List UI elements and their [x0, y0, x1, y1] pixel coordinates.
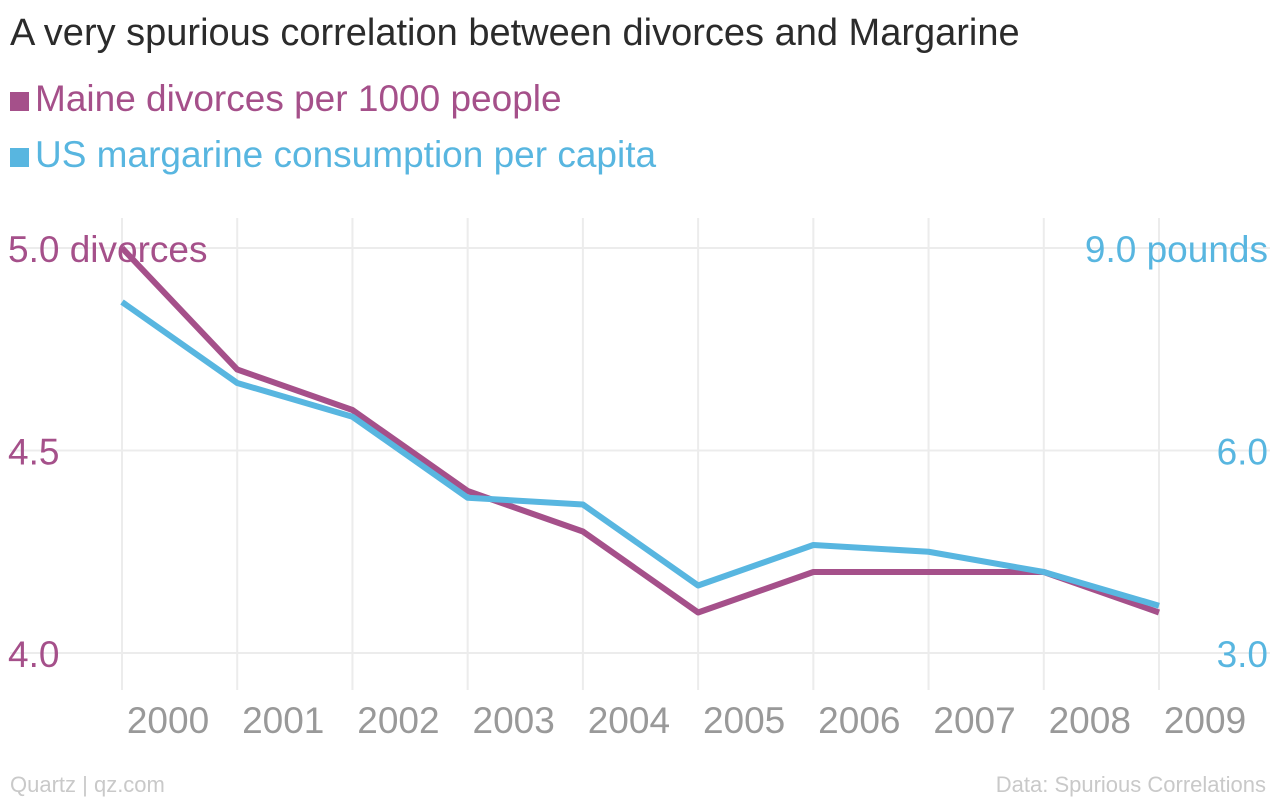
legend-item-margarine: US margarine consumption per capita — [10, 134, 656, 176]
legend-label-divorces: Maine divorces per 1000 people — [35, 78, 562, 119]
legend-label-margarine: US margarine consumption per capita — [35, 134, 657, 175]
x-tick-label: 2003 — [473, 700, 555, 741]
legend-swatch-margarine — [10, 147, 29, 167]
y-right-tick-label: 3.0 — [1217, 634, 1268, 675]
x-tick-label: 2005 — [703, 700, 785, 741]
legend-item-divorces: Maine divorces per 1000 people — [10, 78, 562, 120]
y-left-tick-label: 5.0 divorces — [8, 229, 208, 270]
x-tick-label: 2004 — [588, 700, 670, 741]
series-line-divorces — [119, 245, 1160, 616]
y-right-tick-label: 6.0 — [1217, 432, 1268, 473]
x-tick-label: 2001 — [242, 700, 324, 741]
x-tick-label: 2000 — [127, 700, 209, 741]
series-line-margarine — [120, 299, 1160, 609]
footer-source: Data: Spurious Correlations — [995, 772, 1266, 797]
x-tick-label: 2006 — [818, 700, 900, 741]
legend-swatch-divorces — [10, 91, 29, 111]
y-right-tick-label: 9.0 pounds — [1085, 229, 1268, 270]
y-left-tick-label: 4.0 — [8, 634, 59, 675]
x-tick-label: 2002 — [357, 700, 439, 741]
footer-credit: Quartz | qz.com — [10, 772, 165, 797]
x-tick-label: 2008 — [1049, 700, 1131, 741]
y-left-tick-label: 4.5 — [8, 432, 59, 473]
x-tick-label: 2009 — [1164, 700, 1246, 741]
x-tick-label: 2007 — [933, 700, 1015, 741]
chart-title: A very spurious correlation between divo… — [10, 12, 1020, 54]
